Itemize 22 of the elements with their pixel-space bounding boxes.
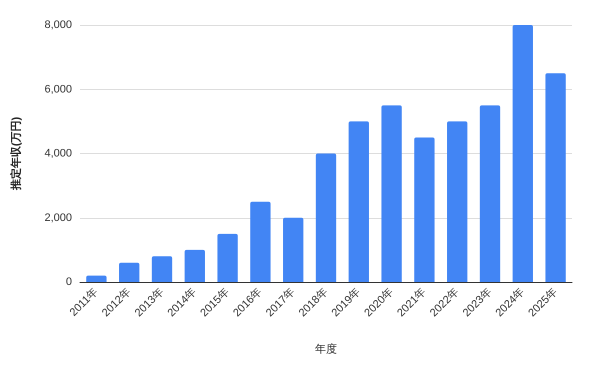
bar xyxy=(86,276,107,282)
bar xyxy=(152,256,172,282)
bar xyxy=(217,234,238,282)
bar xyxy=(381,105,402,282)
bar xyxy=(512,25,533,282)
bar xyxy=(447,121,468,282)
y-tick-label: 6,000 xyxy=(44,83,72,96)
bar xyxy=(184,250,205,282)
bar xyxy=(119,262,140,282)
y-tick-label: 2,000 xyxy=(44,212,72,224)
bar xyxy=(316,154,336,282)
y-tick-label: 8,000 xyxy=(44,19,72,31)
bar xyxy=(414,137,435,282)
bar xyxy=(545,73,566,282)
y-axis-title: 推定年収(万円) xyxy=(10,116,22,192)
y-tick-label: 0 xyxy=(66,276,72,288)
bar xyxy=(250,202,271,282)
y-tick-label: 4,000 xyxy=(44,148,72,160)
bar xyxy=(283,218,304,282)
x-axis-title: 年度 xyxy=(315,342,337,356)
bar xyxy=(480,105,500,282)
bar xyxy=(348,121,369,282)
